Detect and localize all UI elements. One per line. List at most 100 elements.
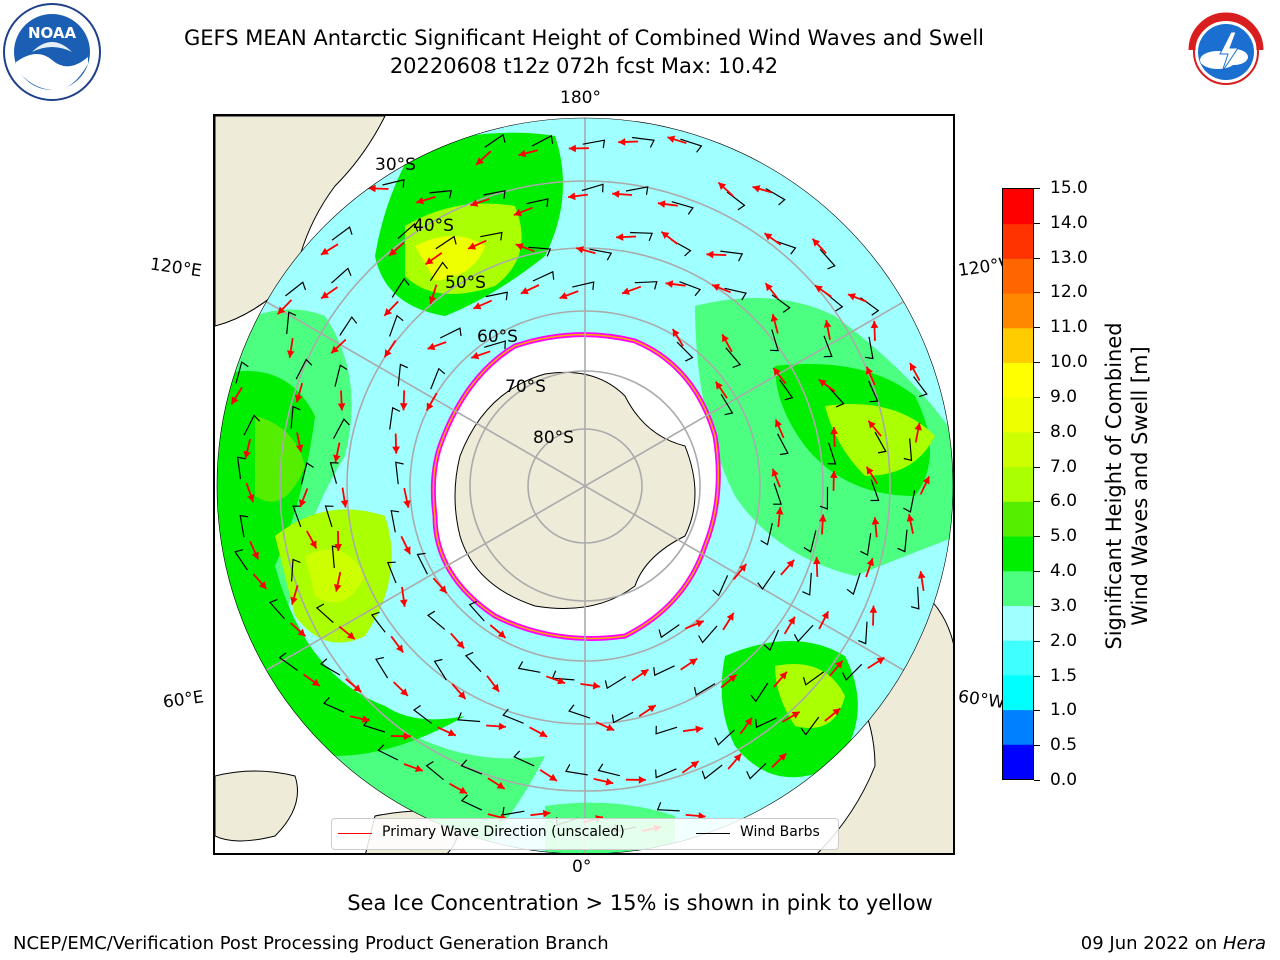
colorbar-band: [1003, 362, 1033, 398]
wind-barb: [693, 683, 716, 696]
wave-arrow-head: [640, 669, 649, 677]
lon-label-0: 0°: [572, 857, 592, 877]
lat-label-60s: 60°S: [477, 327, 518, 347]
wave-arrow-head: [622, 287, 630, 295]
wave-arrow-head: [786, 559, 795, 568]
wind-barb: [671, 201, 694, 215]
wave-arrow-head: [403, 546, 411, 555]
wave-arrow-head: [698, 812, 706, 820]
wave-arrow-head: [866, 558, 874, 567]
wave-arrow-head: [917, 571, 926, 579]
wind-barb: [757, 570, 776, 591]
wind-barb: [528, 246, 552, 257]
wave-arrow-head: [539, 730, 548, 737]
wave-arrow-head: [922, 476, 930, 485]
lon-label-60w: 60°W: [956, 686, 1007, 714]
wave-arrow-head: [309, 540, 317, 549]
wind-barb: [234, 549, 248, 571]
wind-barb: [779, 379, 794, 401]
wave-arrow-head: [389, 248, 397, 256]
wind-barbs: [234, 133, 928, 833]
colorbar-band: [1003, 674, 1033, 711]
lat-label-50s: 50°S: [445, 273, 486, 293]
wind-barb: [331, 226, 353, 241]
wave-arrow-head: [695, 725, 703, 734]
colorbar-title-line2: Wind Waves and Swell [m]: [1128, 346, 1152, 626]
wave-arrow-head: [361, 715, 370, 723]
colorbar-band: [1003, 744, 1033, 779]
chart-title: GEFS MEAN Antarctic Significant Height o…: [183, 26, 985, 50]
sea-ice-edge: [432, 333, 720, 640]
wind-barb: [755, 717, 777, 729]
wind-barb: [397, 363, 408, 387]
wind-barb: [429, 189, 453, 199]
wave-arrow-head: [847, 293, 856, 301]
wave-arrow-head: [470, 199, 479, 207]
wind-barb: [750, 682, 769, 703]
wave-arrow-head: [722, 334, 729, 343]
wind-barb: [910, 586, 920, 610]
wave-arrow-head: [814, 285, 823, 293]
wind-barb: [800, 716, 820, 736]
wind-barb: [565, 764, 588, 776]
wind-barb: [860, 533, 872, 556]
colorbar-band: [1003, 501, 1033, 537]
wave-arrow-head: [733, 753, 742, 762]
wind-barb: [656, 802, 680, 812]
wind-barb: [771, 294, 791, 313]
wind-barb: [339, 316, 358, 336]
wave-arrow-head: [251, 551, 259, 560]
wave-arrow-head: [471, 352, 480, 360]
colorbar-tick-label: 7.0: [1050, 456, 1078, 477]
lat-label-70s: 70°S: [505, 377, 546, 397]
wind-barb: [903, 490, 916, 513]
wind-barb: [375, 656, 389, 679]
wind-barb: [425, 760, 444, 781]
map-canvas: 30°S 40°S 50°S 60°S 70°S 80°S: [215, 116, 953, 853]
wind-barb: [793, 624, 814, 643]
wind-barb: [858, 621, 868, 645]
wind-barb: [460, 794, 483, 811]
colorbar-tick: [1034, 640, 1040, 642]
wave-arrow-head: [491, 683, 499, 692]
wave-arrow-head: [778, 753, 787, 762]
wave-arrow-head: [520, 287, 529, 295]
colorbar-tick: [1034, 710, 1040, 712]
wave-arrow-head: [247, 494, 255, 502]
wave-arrow-head: [287, 350, 295, 358]
wind-barb: [457, 712, 481, 723]
sea-ice-note: Sea Ice Concentration > 15% is shown in …: [347, 891, 933, 915]
wave-arrow-head: [823, 320, 832, 328]
wind-barb: [726, 191, 746, 211]
wave-arrow-head: [706, 250, 714, 259]
colorbar-band: [1003, 709, 1033, 745]
nws-logo-icon: [1178, 4, 1274, 100]
wave-arrow-head: [869, 605, 878, 613]
lon-label-120e: 120°E: [148, 254, 203, 282]
wind-barb: [322, 696, 345, 713]
wind-barb: [846, 572, 861, 596]
wave-arrow-head: [447, 729, 456, 737]
chart-subtitle: 20220608 t12z 072h fcst Max: 10.42: [389, 54, 779, 78]
wave-arrow-head: [320, 247, 329, 255]
wave-arrow-head: [830, 427, 838, 435]
wave-arrow-head: [616, 233, 624, 241]
wind-barb: [332, 418, 350, 439]
colorbar-tick-label: 3.0: [1050, 595, 1078, 616]
wave-arrow-head: [715, 381, 723, 390]
colorbar-band: [1003, 397, 1033, 433]
colorbar-tick: [1034, 292, 1040, 294]
colorbar-title: Significant Height of Combined Wind Wave…: [1097, 300, 1157, 670]
wind-barb: [433, 658, 447, 681]
colorbar-tick-label: 11.0: [1050, 317, 1088, 338]
wind-barb: [597, 763, 621, 777]
wind-barb: [824, 292, 844, 312]
wind-barb: [513, 750, 535, 767]
wave-arrow-head: [775, 507, 784, 515]
wind-barb: [868, 380, 879, 403]
wind-barb: [315, 603, 334, 624]
wind-barb: [913, 376, 928, 398]
wave-arrow-head: [868, 420, 876, 429]
wave-arrow-head: [518, 149, 527, 158]
wave-arrow-head: [498, 722, 506, 731]
